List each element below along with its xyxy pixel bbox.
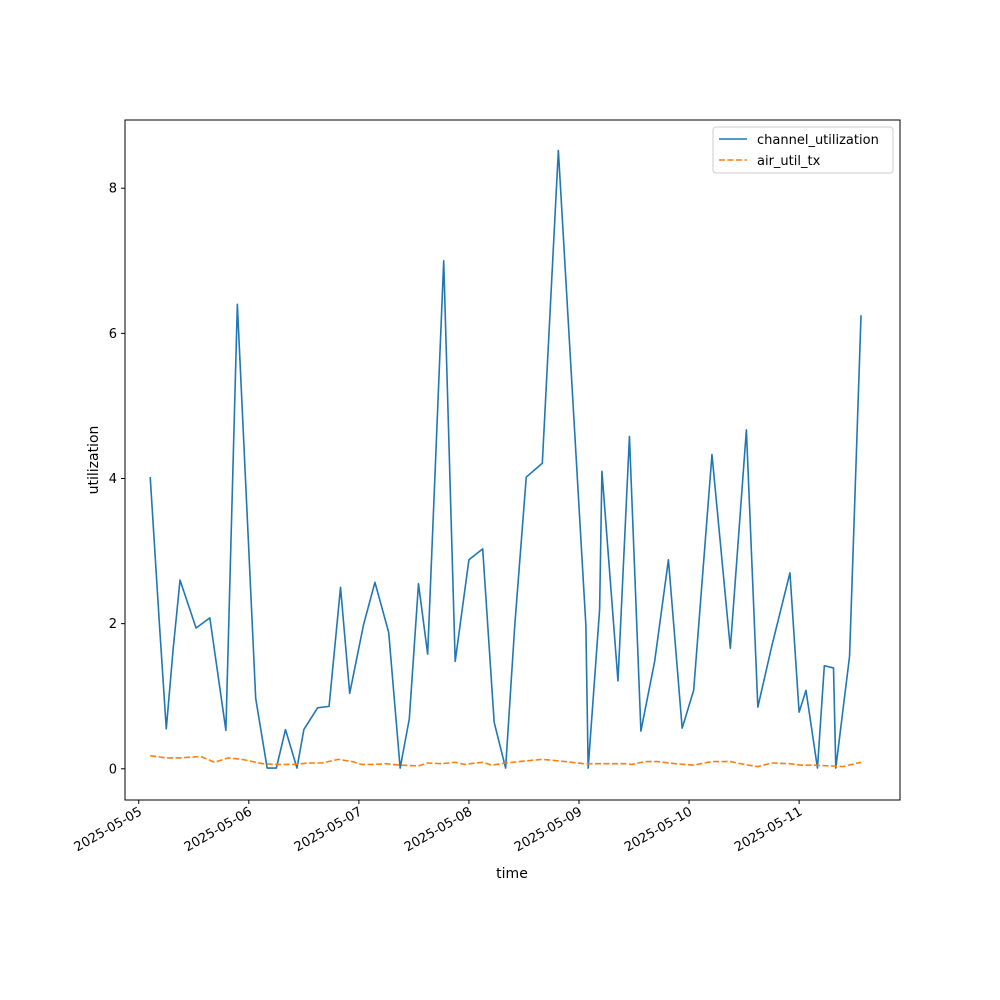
series-line-channel_utilization <box>149 149 862 769</box>
legend-label-air_util_tx: air_util_tx <box>757 154 821 169</box>
y-tick-label: 2 <box>109 617 117 632</box>
plot-area <box>149 149 862 769</box>
x-axis-label: time <box>496 866 528 882</box>
y-tick-label: 8 <box>109 182 117 197</box>
legend: channel_utilization air_util_tx <box>712 126 894 174</box>
y-axis-label: utilization <box>86 426 102 495</box>
y-tick-label: 0 <box>109 762 117 777</box>
series-line-air_util_tx <box>150 754 862 768</box>
legend-box <box>712 126 894 174</box>
legend-label-channel_utilization: channel_utilization <box>757 133 879 148</box>
axes-frame <box>124 119 901 801</box>
y-tick-label: 4 <box>109 472 117 487</box>
y-tick-label: 6 <box>109 327 117 342</box>
